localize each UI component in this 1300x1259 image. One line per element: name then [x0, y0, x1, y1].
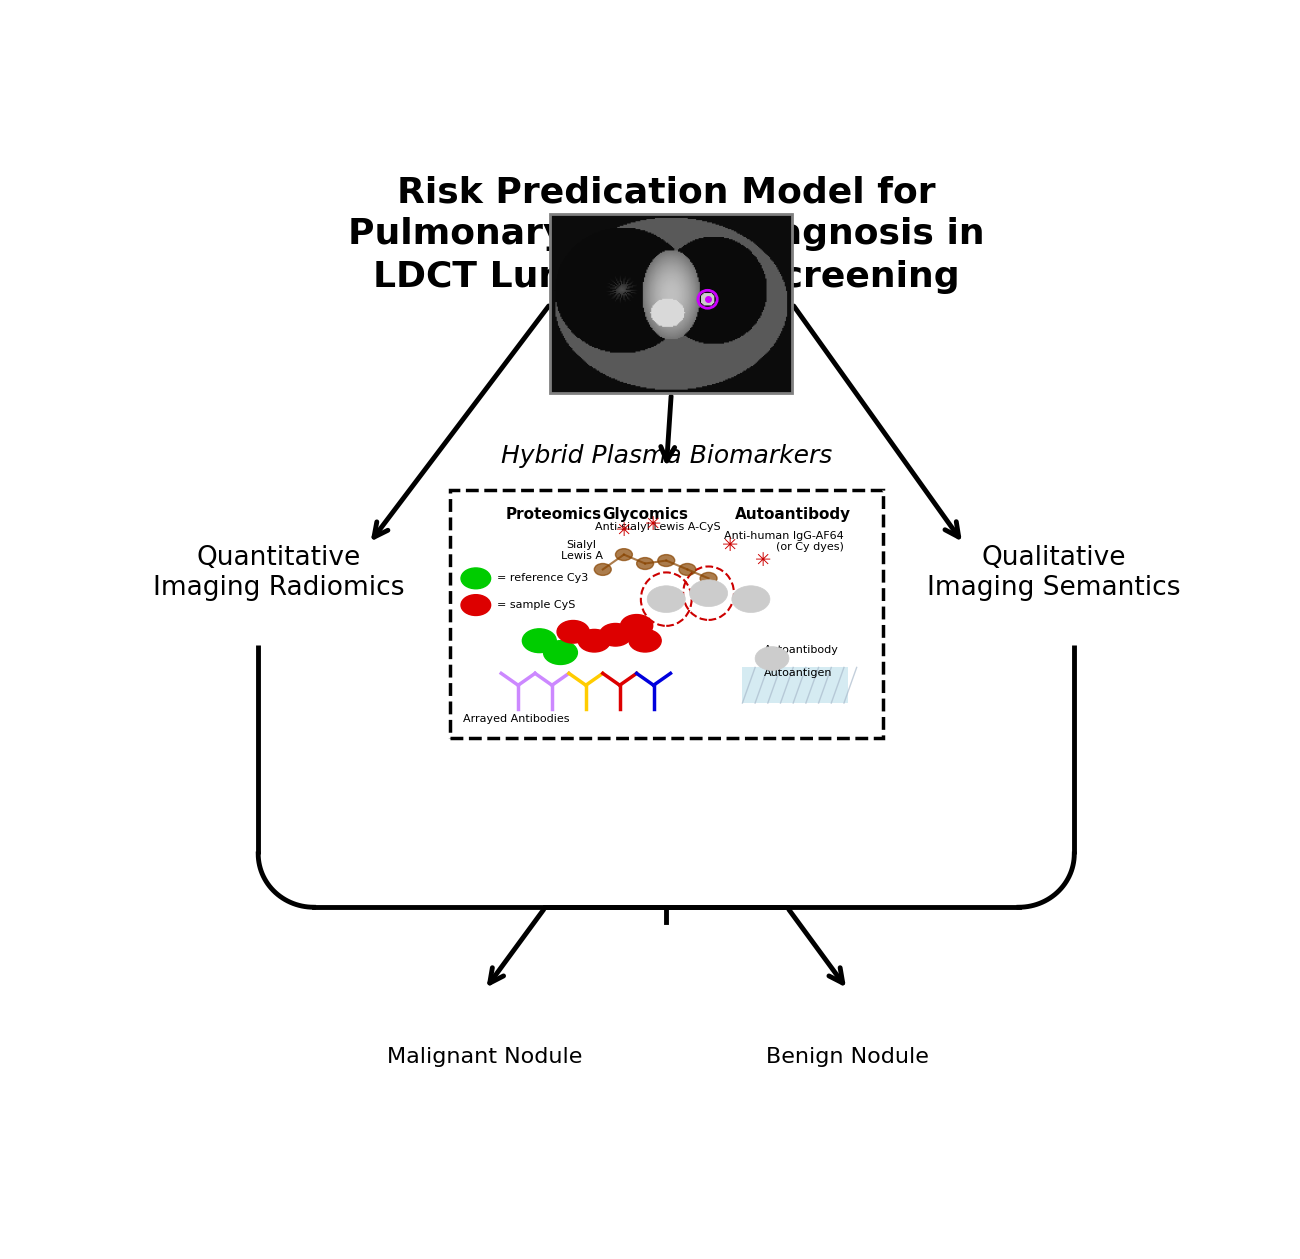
Text: Benign Nodule: Benign Nodule	[766, 1047, 930, 1068]
Text: Malignant Nodule: Malignant Nodule	[387, 1047, 582, 1068]
Bar	[450, 491, 883, 738]
Text: Risk Predication Model for
Pulmonary Nodule Diagnosis in
LDCT Lung Cancer Screen: Risk Predication Model for Pulmonary Nod…	[348, 175, 984, 293]
Text: Hybrid Plasma Biomarkers: Hybrid Plasma Biomarkers	[500, 444, 832, 468]
Text: Qualitative
Imaging Semantics: Qualitative Imaging Semantics	[927, 545, 1180, 601]
Text: Quantitative
Imaging Radiomics: Quantitative Imaging Radiomics	[152, 545, 404, 601]
